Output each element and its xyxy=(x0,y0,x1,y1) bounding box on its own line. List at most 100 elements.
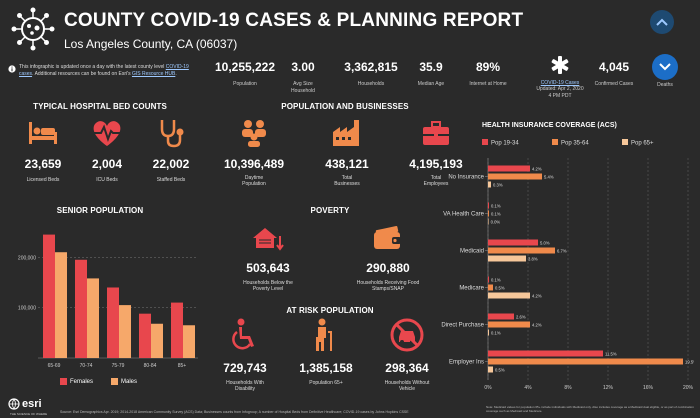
house-down-icon xyxy=(253,228,284,251)
senior-section-title: SENIOR POPULATION xyxy=(56,206,144,215)
stat-households: 3,362,815 Households xyxy=(338,60,404,88)
hospital-item: 23,659 Licensed Beds xyxy=(12,118,74,183)
legend-swatch xyxy=(482,139,488,145)
bar-pop-35-64 xyxy=(488,247,555,254)
bar-pop-65- xyxy=(488,292,530,299)
stat-value: 4,045 xyxy=(598,60,630,74)
stethoscope-icon xyxy=(160,120,184,148)
insurance-chart: Pop 19-34 Pop 35-64 Pop 65+ 0% 4% 8% 12% 16% 20%… xyxy=(441,139,694,391)
bar-pop-19-34 xyxy=(488,313,514,320)
bar-pop-35-64 xyxy=(488,210,489,217)
scroll-down-button[interactable] xyxy=(652,54,678,80)
bar-pop-19-34 xyxy=(488,350,603,357)
poverty-value: 290,880 xyxy=(366,261,410,275)
bar-pop-65- xyxy=(488,181,491,188)
x-tick-label: 4% xyxy=(524,385,532,391)
esri-tagline: THE SCIENCE OF WHERE xyxy=(10,412,48,416)
atrisk-label: Households With Disability xyxy=(226,380,264,393)
legend-swatch xyxy=(60,378,67,385)
poverty-label: Households Below the Poverty Level xyxy=(243,280,293,293)
x-tick-label: 16% xyxy=(643,385,654,391)
popbiz-label: Total Businesses xyxy=(334,175,360,188)
covid-updated: Updated: Apr 2, 2020 xyxy=(536,86,584,92)
popbiz-item: 10,396,489 Daytime Population xyxy=(218,118,290,188)
senior-legend: Females Males xyxy=(60,378,137,385)
gis-hub-link[interactable]: GIS Resource HUB xyxy=(131,70,176,77)
bar-pop-19-34 xyxy=(488,165,530,172)
hospital-value: 23,659 xyxy=(24,157,62,171)
info-pre: This infographic is updated once a day w… xyxy=(19,64,165,70)
esri-logo: esri xyxy=(8,398,42,410)
wallet-icon xyxy=(374,225,401,249)
bar-females xyxy=(107,287,119,358)
bar-pop-19-34 xyxy=(488,202,489,209)
bar-females xyxy=(75,259,87,358)
value-label: 11.5% xyxy=(605,351,617,356)
hospital-beds: 23,659 Licensed Beds 2,004 ICU Beds 22,0… xyxy=(12,118,202,183)
bar-females xyxy=(139,313,151,358)
stat-household-size: 3.00 Avg Size Household xyxy=(282,60,324,94)
stat-label: Median Age xyxy=(417,81,445,87)
value-label: 0.5% xyxy=(495,285,505,290)
x-tick-label: 80-84 xyxy=(144,363,157,369)
value-label: 0.1% xyxy=(491,277,501,282)
x-tick-label: 0% xyxy=(484,385,492,391)
hospital-label: Licensed Beds xyxy=(26,177,60,183)
category-label: No Insurance xyxy=(448,175,484,181)
category-label: Direct Purchase xyxy=(441,323,484,329)
poverty-label: Households Receiving Food Stamps/SNAP xyxy=(356,280,420,293)
stat-label: Deaths xyxy=(657,82,673,88)
bar-pop-65- xyxy=(488,366,493,373)
hospital-value: 2,004 xyxy=(91,157,123,171)
bar-pop-35-64 xyxy=(488,284,493,291)
esri-wordmark: esri xyxy=(22,398,42,410)
x-tick-label: 70-74 xyxy=(80,363,93,369)
y-tick-label: 200,000 xyxy=(18,255,36,261)
stat-confirmed: 4,045 Confirmed Cases xyxy=(592,60,636,88)
covid-time: 4 PM PDT xyxy=(548,92,572,99)
covid-cases-link[interactable]: COVID-19 Cases xyxy=(540,80,580,86)
bar-males xyxy=(119,305,131,358)
popbiz-value: 438,121 xyxy=(325,157,369,171)
atrisk-section-title: AT RISK POPULATION xyxy=(286,306,374,315)
stat-value: 3,362,815 xyxy=(344,60,398,74)
value-label: 4.2% xyxy=(532,166,542,171)
info-text: This infographic is updated once a day w… xyxy=(8,64,198,78)
info-mid: . Additional resources can be found on E… xyxy=(32,70,131,77)
value-label: 0.3% xyxy=(493,182,503,187)
x-tick-label: 20% xyxy=(683,385,694,391)
legend-label: Pop 65+ xyxy=(631,141,654,147)
x-tick-label: 8% xyxy=(564,385,572,391)
bar-males xyxy=(183,325,195,358)
poverty-item: 290,880 Households Receiving Food Stamps… xyxy=(346,222,430,293)
poverty: 503,643 Households Below the Poverty Lev… xyxy=(230,222,430,293)
bar-males xyxy=(151,323,163,358)
category-label: Employer Ins xyxy=(449,360,484,366)
covid-cases-link[interactable]: COVID-19 cases xyxy=(19,64,189,77)
value-label: 4.2% xyxy=(532,322,542,327)
popbiz: 10,396,489 Daytime Population 438,121 To… xyxy=(218,118,468,188)
page-title: COUNTY COVID-19 CASES & PLANNING REPORT xyxy=(64,10,524,31)
insurance-note: Note: Medicaid values for population 65+… xyxy=(486,405,694,413)
bar-males xyxy=(55,252,67,358)
popbiz-value: 4,195,193 xyxy=(409,157,463,171)
legend-label: Pop 35-64 xyxy=(561,141,589,147)
hospital-label: ICU Beds xyxy=(96,177,118,183)
legend-label: Males xyxy=(121,378,138,385)
popbiz-item: 4,195,193 Total Employees xyxy=(404,118,468,188)
bar-pop-65- xyxy=(488,255,526,262)
value-label: 3.8% xyxy=(528,256,538,261)
scroll-up-button[interactable] xyxy=(650,10,674,34)
legend-swatch xyxy=(552,139,558,145)
x-tick-label: 85+ xyxy=(178,363,187,369)
category-label: Medicaid xyxy=(460,249,484,255)
atrisk-label: Population 65+ xyxy=(309,380,343,386)
atrisk-value: 1,385,158 xyxy=(299,361,353,375)
popbiz-label: Total Employees xyxy=(423,175,449,188)
bed-icon xyxy=(29,122,57,144)
value-label: 19.5% xyxy=(685,359,694,364)
stat-median-age: 35.9 Median Age xyxy=(414,60,448,88)
legend-swatch xyxy=(111,378,119,385)
insurance-section-title: HEALTH INSURANCE COVERAGE (ACS) xyxy=(482,122,617,129)
value-label: 0.5% xyxy=(495,367,505,372)
